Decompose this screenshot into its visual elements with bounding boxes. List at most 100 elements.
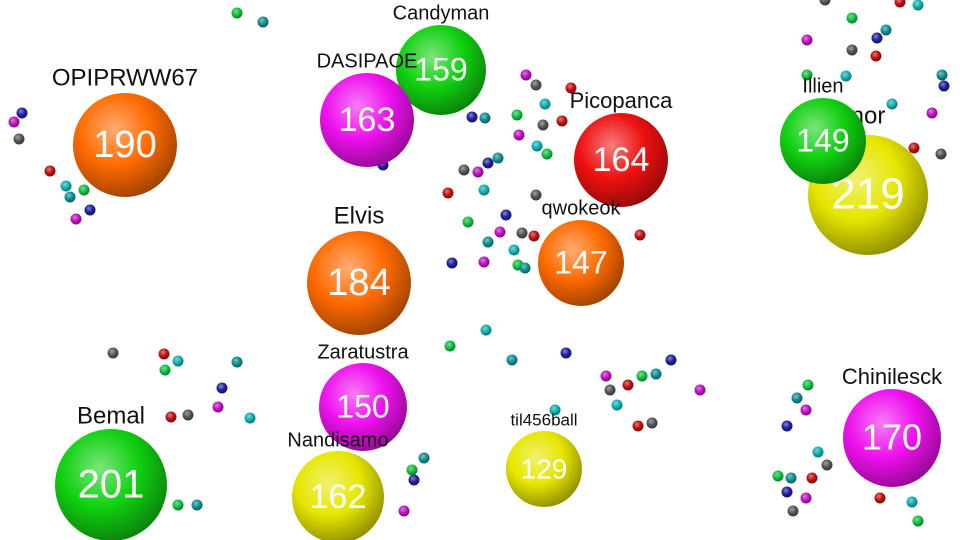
food-pellet	[772, 470, 784, 482]
food-pellet	[231, 7, 243, 19]
food-pellet	[650, 368, 662, 380]
food-pellet	[874, 492, 886, 504]
food-pellet	[8, 116, 20, 128]
cell-body	[574, 113, 668, 207]
food-pellet	[622, 379, 634, 391]
player-cell: 170 Chinilesck	[842, 364, 943, 487]
food-pellet	[513, 129, 525, 141]
cell-score: 201	[78, 463, 145, 507]
food-pellet	[13, 133, 25, 145]
cell-body	[506, 431, 582, 507]
food-pellet	[478, 256, 490, 268]
player-cell: 164 Picopanca	[570, 88, 673, 207]
food-pellet	[458, 164, 470, 176]
food-pellet	[938, 80, 950, 92]
food-pellet	[107, 347, 119, 359]
cell-body	[538, 220, 624, 306]
food-pellet	[398, 505, 410, 517]
food-pellet	[539, 98, 551, 110]
cell-score: 129	[521, 453, 568, 484]
food-pellet	[520, 69, 532, 81]
food-pellet	[912, 0, 924, 11]
food-pellet	[537, 119, 549, 131]
food-layer	[8, 0, 950, 527]
food-pellet	[846, 12, 858, 24]
cell-score: 164	[593, 141, 650, 179]
food-pellet	[846, 44, 858, 56]
food-pellet	[871, 32, 883, 44]
player-name: Elvis	[334, 202, 385, 229]
cell-body	[307, 231, 411, 335]
food-pellet	[870, 50, 882, 62]
food-pellet	[406, 464, 418, 476]
player-cell: 147 qwokeok	[538, 197, 624, 306]
food-pellet	[516, 227, 528, 239]
food-pellet	[16, 107, 28, 119]
food-pellet	[636, 370, 648, 382]
cell-body	[73, 93, 177, 197]
food-pellet	[785, 472, 797, 484]
cell-score: 159	[414, 51, 467, 87]
food-pellet	[530, 189, 542, 201]
food-pellet	[556, 115, 568, 127]
food-pellet	[549, 404, 561, 416]
food-pellet	[781, 420, 793, 432]
food-pellet	[600, 370, 612, 382]
food-pellet	[802, 379, 814, 391]
food-pellet	[791, 392, 803, 404]
food-pellet	[466, 111, 478, 123]
food-pellet	[446, 257, 458, 269]
food-pellet	[500, 209, 512, 221]
food-pellet	[926, 107, 938, 119]
food-pellet	[821, 459, 833, 471]
player-cell: 162 Nandisamo	[287, 429, 389, 540]
cell-body	[320, 73, 414, 167]
food-pellet	[442, 187, 454, 199]
food-pellet	[604, 384, 616, 396]
cell-body	[780, 98, 866, 184]
food-pellet	[70, 213, 82, 225]
food-pellet	[216, 382, 228, 394]
player-cell: 190 OPIPRWW67	[52, 64, 198, 197]
cell-score: 163	[339, 101, 396, 139]
food-pellet	[78, 184, 90, 196]
food-pellet	[801, 34, 813, 46]
player-name: DASIPAOE	[317, 50, 418, 72]
food-pellet	[182, 409, 194, 421]
food-pellet	[172, 355, 184, 367]
food-pellet	[492, 152, 504, 164]
cell-body	[292, 451, 384, 540]
food-pellet	[191, 499, 203, 511]
food-pellet	[894, 0, 906, 8]
food-pellet	[530, 79, 542, 91]
food-pellet	[165, 411, 177, 423]
food-pellet	[257, 16, 269, 28]
food-pellet	[172, 499, 184, 511]
food-pellet	[528, 230, 540, 242]
cell-score: 150	[336, 388, 389, 424]
cell-body	[843, 389, 941, 487]
food-pellet	[541, 148, 553, 160]
cell-body	[396, 25, 486, 115]
food-pellet	[565, 82, 577, 94]
player-name: til456ball	[510, 410, 577, 429]
player-cell: 163 DASIPAOE	[317, 50, 418, 167]
food-pellet	[482, 236, 494, 248]
food-pellet	[694, 384, 706, 396]
cell-score: 190	[93, 124, 156, 166]
food-pellet	[64, 191, 76, 203]
food-pellet	[408, 474, 420, 486]
player-name: Illien	[802, 75, 843, 97]
food-pellet	[478, 184, 490, 196]
food-pellet	[472, 166, 484, 178]
food-pellet	[646, 417, 658, 429]
food-pellet	[787, 505, 799, 517]
food-pellet	[418, 452, 430, 464]
food-pellet	[60, 180, 72, 192]
cell-score: 162	[310, 478, 367, 516]
food-pellet	[159, 364, 171, 376]
food-pellet	[936, 69, 948, 81]
food-pellet	[800, 404, 812, 416]
player-cell: 149 Illien	[780, 75, 866, 184]
